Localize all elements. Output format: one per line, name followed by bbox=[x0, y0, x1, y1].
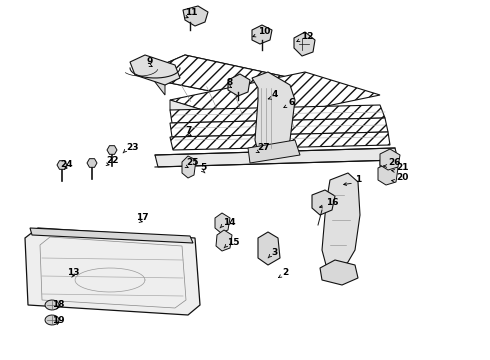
Text: 7: 7 bbox=[185, 126, 192, 135]
Polygon shape bbox=[107, 146, 117, 154]
Text: 20: 20 bbox=[396, 173, 408, 182]
Text: 18: 18 bbox=[52, 300, 65, 309]
Text: 16: 16 bbox=[326, 198, 339, 207]
Polygon shape bbox=[215, 213, 230, 233]
Text: 8: 8 bbox=[226, 78, 232, 87]
Polygon shape bbox=[155, 148, 398, 167]
Text: 9: 9 bbox=[146, 57, 152, 66]
Polygon shape bbox=[57, 161, 67, 169]
Polygon shape bbox=[170, 72, 380, 123]
Text: 24: 24 bbox=[60, 160, 73, 169]
Text: 11: 11 bbox=[185, 8, 197, 17]
Text: 10: 10 bbox=[258, 27, 270, 36]
Polygon shape bbox=[380, 149, 400, 170]
Text: 2: 2 bbox=[282, 268, 288, 277]
Polygon shape bbox=[45, 315, 59, 325]
Text: 17: 17 bbox=[136, 213, 148, 222]
Text: 22: 22 bbox=[106, 156, 119, 165]
Polygon shape bbox=[380, 155, 394, 175]
Polygon shape bbox=[294, 32, 315, 56]
Polygon shape bbox=[252, 72, 295, 158]
Polygon shape bbox=[155, 68, 165, 95]
Text: 3: 3 bbox=[271, 248, 277, 257]
Polygon shape bbox=[258, 232, 280, 265]
Polygon shape bbox=[252, 25, 272, 44]
Text: 13: 13 bbox=[67, 268, 79, 277]
Polygon shape bbox=[183, 6, 208, 26]
Polygon shape bbox=[322, 173, 360, 270]
Text: 26: 26 bbox=[388, 158, 400, 167]
Text: 1: 1 bbox=[355, 175, 361, 184]
Text: 4: 4 bbox=[272, 90, 278, 99]
Text: 23: 23 bbox=[126, 143, 139, 152]
Polygon shape bbox=[170, 118, 388, 137]
Polygon shape bbox=[182, 156, 196, 178]
Polygon shape bbox=[228, 74, 250, 96]
Polygon shape bbox=[170, 100, 245, 133]
Polygon shape bbox=[170, 132, 390, 150]
Text: 15: 15 bbox=[227, 238, 240, 247]
Text: 21: 21 bbox=[396, 163, 409, 172]
Polygon shape bbox=[25, 228, 200, 315]
Polygon shape bbox=[312, 190, 335, 215]
Polygon shape bbox=[320, 260, 358, 285]
Text: 25: 25 bbox=[186, 158, 198, 167]
Text: 19: 19 bbox=[52, 316, 65, 325]
Polygon shape bbox=[130, 55, 180, 85]
Text: 5: 5 bbox=[200, 163, 206, 172]
Polygon shape bbox=[87, 159, 97, 167]
Polygon shape bbox=[248, 140, 300, 163]
Polygon shape bbox=[155, 55, 320, 108]
Text: 12: 12 bbox=[301, 32, 314, 41]
Polygon shape bbox=[378, 163, 398, 185]
Polygon shape bbox=[155, 55, 320, 108]
Polygon shape bbox=[30, 228, 193, 243]
Text: 6: 6 bbox=[288, 98, 294, 107]
Polygon shape bbox=[170, 105, 385, 123]
Text: 27: 27 bbox=[257, 143, 270, 152]
Text: 14: 14 bbox=[223, 218, 236, 227]
Polygon shape bbox=[45, 300, 59, 310]
Polygon shape bbox=[216, 230, 232, 251]
